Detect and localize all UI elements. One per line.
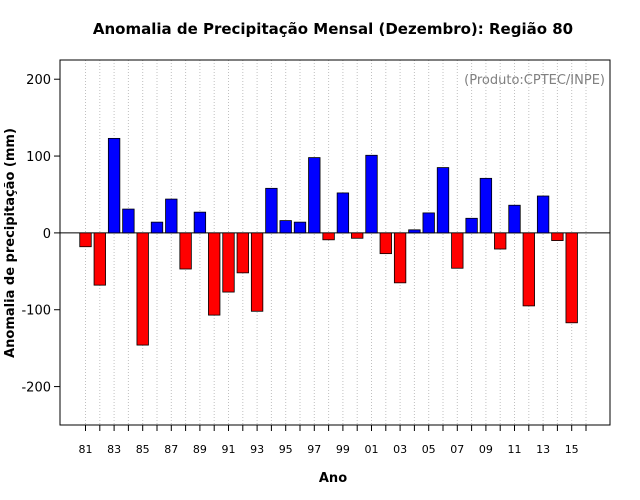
x-tick-label: 89 — [193, 443, 207, 456]
y-axis: -200 -100 0 100 200 — [21, 73, 60, 396]
bar-2015 — [565, 232, 578, 324]
x-tick-label: 07 — [450, 443, 464, 456]
bar-1992 — [236, 232, 249, 274]
bar-2010 — [494, 232, 507, 250]
x-tick-label: 97 — [307, 443, 321, 456]
x-tick-label: 03 — [393, 443, 407, 456]
bar-2005 — [422, 212, 435, 234]
bar-1986 — [150, 221, 164, 234]
grid-lines — [85, 60, 587, 425]
bars — [79, 137, 578, 346]
x-tick-label: 11 — [508, 443, 522, 456]
bar-1995 — [279, 220, 292, 234]
source-annotation: (Produto:CPTEC/INPE) — [464, 73, 605, 88]
bar-2007 — [451, 232, 464, 269]
bar-2002 — [379, 232, 392, 255]
y-axis-label: Anomalia de precipitação (mm) — [3, 128, 18, 358]
bar-1985 — [136, 232, 149, 346]
bar-2013 — [536, 195, 550, 234]
x-tick-label: 85 — [136, 443, 150, 456]
x-tick-label: 91 — [222, 443, 236, 456]
x-tick-label: 99 — [336, 443, 350, 456]
bar-2004 — [408, 229, 421, 234]
x-tick-label: 87 — [164, 443, 178, 456]
y-tick-label: -200 — [21, 381, 51, 396]
chart-title: Anomalia de Precipitação Mensal (Dezembr… — [93, 20, 573, 38]
bar-1983 — [107, 137, 121, 234]
bar-2012 — [522, 232, 535, 307]
bar-1994 — [265, 187, 278, 234]
bar-1989 — [193, 211, 207, 234]
bar-2000 — [351, 232, 364, 239]
y-tick-label: 0 — [43, 227, 51, 242]
bar-1998 — [322, 232, 335, 241]
x-tick-label: 95 — [279, 443, 293, 456]
plot-area — [59, 59, 611, 426]
x-tick-label: 83 — [107, 443, 121, 456]
bar-2006 — [436, 167, 450, 234]
bar-1993 — [250, 232, 264, 312]
bar-2014 — [551, 232, 564, 241]
x-tick-label: 93 — [250, 443, 264, 456]
bar-1988 — [179, 232, 192, 270]
bar-1984 — [122, 208, 135, 234]
bar-1997 — [308, 157, 321, 234]
y-tick-label: -100 — [21, 304, 51, 319]
x-tick-label: 09 — [479, 443, 493, 456]
x-tick-label: 05 — [422, 443, 436, 456]
y-tick-label: 100 — [26, 150, 51, 165]
bar-1991 — [222, 232, 235, 293]
x-tick-label: 13 — [536, 443, 550, 456]
x-axis: 81 83 85 87 89 91 93 95 97 99 01 03 05 07 09 11 13 15 — [79, 425, 587, 456]
bar-1996 — [293, 221, 307, 234]
bar-1981 — [79, 232, 92, 248]
x-tick-label: 15 — [565, 443, 579, 456]
bar-2008 — [465, 217, 478, 234]
bar-2001 — [365, 154, 378, 234]
x-tick-label: 01 — [365, 443, 379, 456]
bar-1990 — [208, 232, 221, 316]
bar-1987 — [165, 198, 178, 234]
bar-1982 — [93, 232, 106, 286]
x-axis-label: Ano — [319, 471, 347, 486]
bar-1999 — [336, 192, 350, 234]
x-tick-label: 81 — [79, 443, 93, 456]
bar-2009 — [479, 177, 493, 234]
bar-2011 — [508, 204, 521, 234]
y-tick-label: 200 — [26, 73, 51, 88]
bar-2003 — [393, 232, 407, 284]
